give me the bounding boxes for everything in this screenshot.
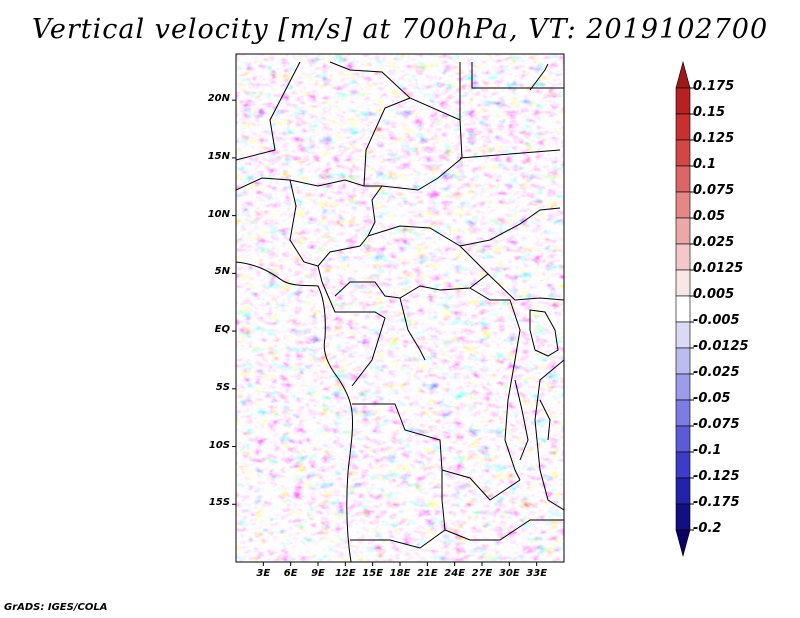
colorbar-bin xyxy=(675,243,691,271)
lon-label: 33E xyxy=(526,568,548,579)
colorbar-label: -0.075 xyxy=(693,417,740,432)
colorbar-bin xyxy=(675,503,691,531)
colorbar-label: -0.0125 xyxy=(693,339,749,354)
colorbar xyxy=(675,60,694,558)
colorbar-label: -0.005 xyxy=(693,313,740,328)
lon-label: 6E xyxy=(283,568,298,579)
colorbar-bin xyxy=(675,191,691,219)
colorbar-label: -0.2 xyxy=(693,521,722,536)
lat-label: EQ xyxy=(214,324,230,336)
colorbar-bin xyxy=(675,321,691,349)
colorbar-label: 0.075 xyxy=(693,183,735,198)
colorbar-label: -0.05 xyxy=(693,391,731,406)
lon-label: 9E xyxy=(311,568,325,579)
lon-label: 30E xyxy=(498,568,520,579)
lat-label: 10S xyxy=(208,439,230,451)
velocity-field xyxy=(236,54,564,562)
lon-label: 15E xyxy=(362,568,384,579)
chart-title: Vertical velocity [m/s] at 700hPa, VT: 2… xyxy=(31,14,769,45)
colorbar-bin xyxy=(675,217,691,245)
colorbar-label: 0.1 xyxy=(693,157,717,172)
colorbar-label: 0.175 xyxy=(693,79,735,94)
country-borders xyxy=(236,61,564,562)
lat-label: 5S xyxy=(215,381,230,393)
colorbar-bin xyxy=(675,373,691,401)
lat-label: 5N xyxy=(214,266,230,278)
lon-label: 18E xyxy=(389,568,411,579)
colorbar-bin xyxy=(675,477,691,505)
colorbar-label: 0.05 xyxy=(693,209,726,224)
colorbar-bin xyxy=(675,60,691,89)
lat-label: 15S xyxy=(208,497,230,509)
colorbar-bin xyxy=(675,529,691,558)
colorbar-label: -0.025 xyxy=(693,365,740,380)
colorbar-label: 0.005 xyxy=(693,287,735,302)
colorbar-bin xyxy=(675,87,691,115)
colorbar-label: 0.15 xyxy=(693,105,726,120)
colorbar-label: 0.025 xyxy=(693,235,735,250)
colorbar-bin xyxy=(675,451,691,479)
colorbar-bin xyxy=(675,399,691,427)
colorbar-label: -0.125 xyxy=(693,469,740,484)
colorbar-bin xyxy=(675,165,691,193)
colorbar-label: 0.0125 xyxy=(693,261,744,276)
lon-label: 24E xyxy=(444,568,466,579)
colorbar-bin xyxy=(675,139,691,167)
lat-label: 10N xyxy=(207,208,230,220)
lon-label: 12E xyxy=(334,568,356,579)
lat-label: 20N xyxy=(207,93,230,105)
grads-credit: GrADS: IGES/COLA xyxy=(4,602,108,613)
lat-label: 15N xyxy=(207,150,230,162)
lon-label: 27E xyxy=(471,568,493,579)
lon-label: 21E xyxy=(416,568,438,579)
lon-label: 3E xyxy=(256,568,271,579)
colorbar-bin xyxy=(675,295,691,323)
colorbar-label: 0.125 xyxy=(693,131,735,146)
colorbar-bin xyxy=(675,113,691,141)
colorbar-bin xyxy=(675,347,691,375)
colorbar-label: -0.175 xyxy=(693,495,740,510)
colorbar-label: -0.1 xyxy=(693,443,722,458)
colorbar-bin xyxy=(675,269,691,297)
colorbar-bin xyxy=(675,425,691,453)
